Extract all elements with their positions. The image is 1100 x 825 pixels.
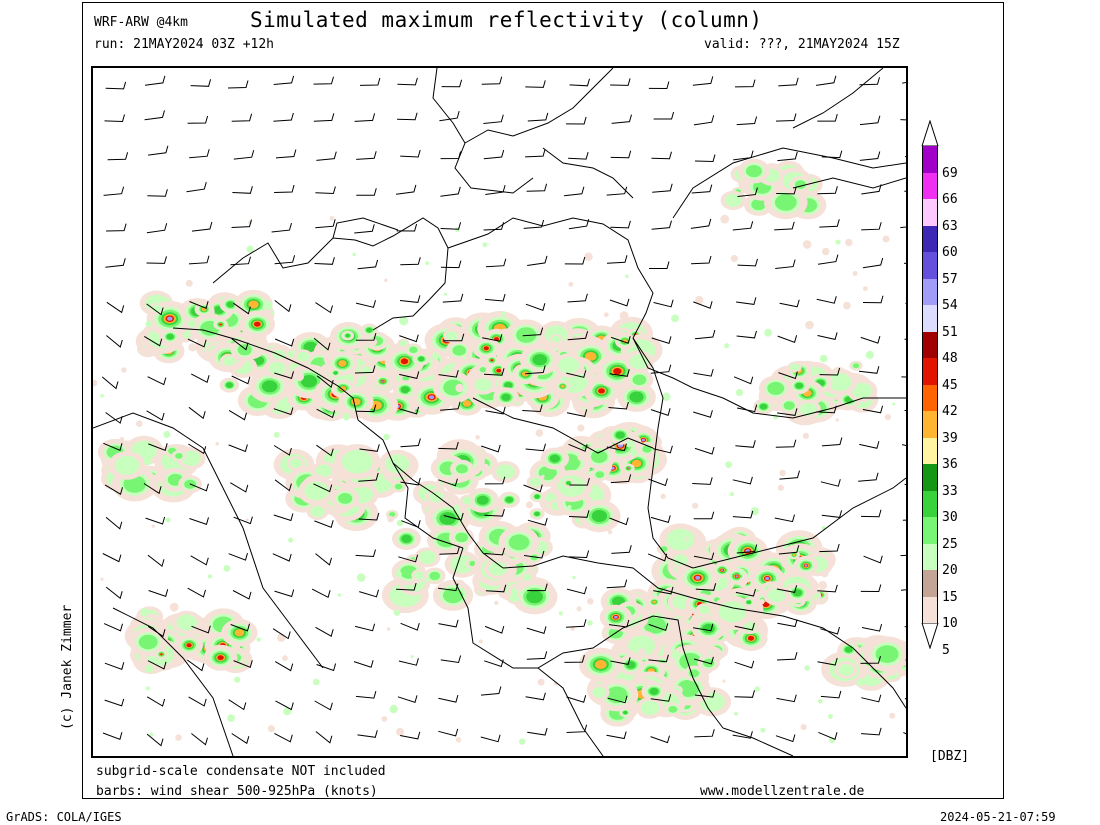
legend-label-15: 15 [942,589,958,605]
legend-label-48: 48 [942,351,958,366]
legend-bottom-arrow [921,623,939,649]
legend-swatch-10 [922,596,938,623]
model-label: WRF-ARW @4km [94,15,188,30]
legend-swatch-54 [922,278,938,305]
legend-swatch-63 [922,199,938,226]
legend-swatch-60 [922,225,938,252]
legend-swatch-15 [922,570,938,597]
valid-label: valid: ???, 21MAY2024 15Z [704,37,900,52]
country-borders [93,68,906,756]
wind-shear-barbs [101,75,906,747]
legend-label-33: 33 [942,483,958,499]
barbs-note: barbs: wind shear 500-925hPa (knots) [96,784,378,799]
legend-label-60: 60 [942,245,958,260]
legend-label-5: 5 [942,642,950,658]
run-label: run: 21MAY2024 03Z +12h [94,37,275,52]
legend-label-10: 10 [942,616,958,631]
reflectivity-field [93,158,906,745]
legend-label-42: 42 [942,404,958,419]
legend-label-69: 69 [942,165,958,181]
reflectivity-map [91,66,908,758]
legend-label-54: 54 [942,298,958,313]
legend-swatch-25 [922,517,938,544]
legend-label-36: 36 [942,457,958,472]
map-canvas [93,68,906,756]
legend-swatch-45 [922,358,938,385]
legend-top-arrow [921,120,939,146]
legend-label-25: 25 [942,536,958,552]
author-credit: (c) Janek Zimmer [60,604,75,730]
grads-credit: GrADS: COLA/IGES [6,810,122,824]
subgrid-note: subgrid-scale condensate NOT included [96,764,386,779]
legend-swatch-69 [922,146,938,173]
timestamp: 2024-05-21-07:59 [940,810,1056,824]
legend-label-39: 39 [942,430,958,446]
legend-swatch-48 [922,331,938,358]
legend-label-51: 51 [942,324,958,340]
website-link[interactable]: www.modellzentrale.de [700,784,865,799]
map-title: Simulated maximum reflectivity (column) [250,8,763,32]
legend-label-63: 63 [942,218,958,234]
legend-swatch-51 [922,305,938,332]
legend-swatch-57 [922,252,938,279]
legend-swatch-33 [922,464,938,491]
figure-frame [82,2,1004,799]
legend-swatch-42 [922,384,938,411]
legend-swatch-30 [922,490,938,517]
legend-label-45: 45 [942,377,958,393]
legend-swatch-20 [922,543,938,570]
legend-label-30: 30 [942,510,958,525]
legend-swatch-39 [922,411,938,438]
legend-swatch-36 [922,437,938,464]
legend-swatch-66 [922,172,938,199]
legend-label-57: 57 [942,271,958,287]
legend-label-66: 66 [942,192,958,207]
legend-unit: [DBZ] [930,749,970,764]
legend-label-20: 20 [942,563,958,578]
